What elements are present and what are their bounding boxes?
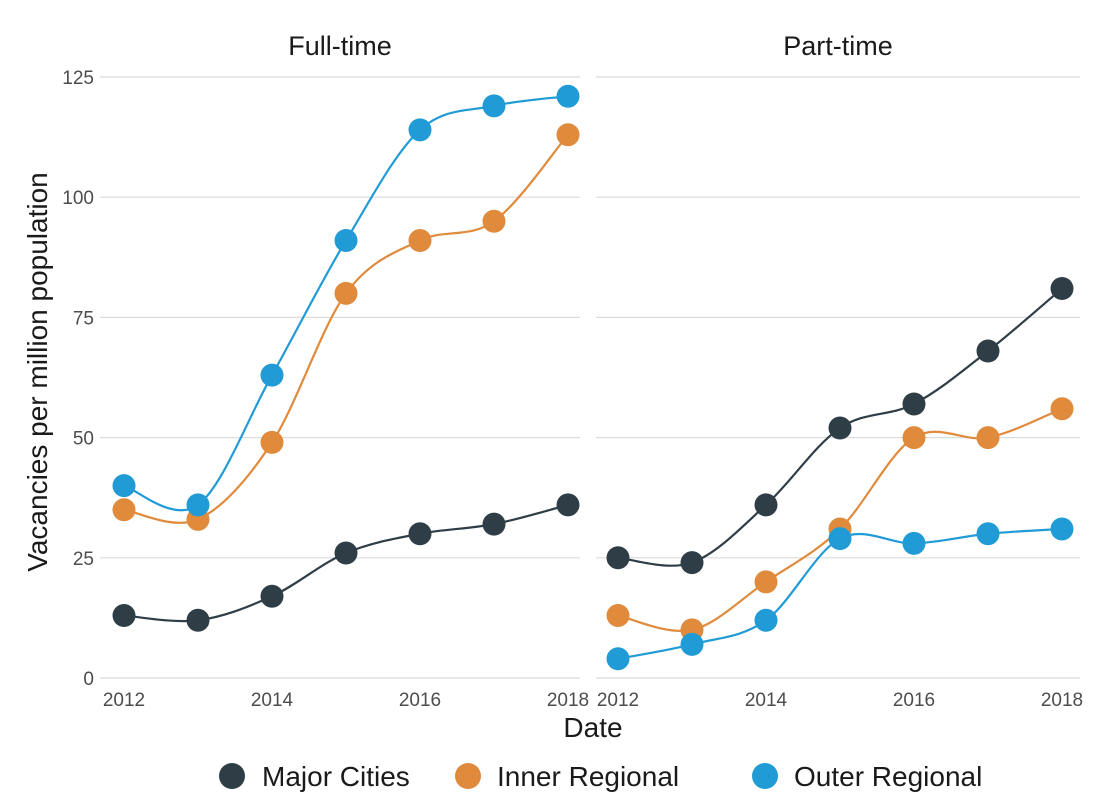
legend-label-major-cities: Major Cities [262,761,410,792]
gridlines [100,76,1080,679]
part-time-point-major-cities-2018 [1050,277,1074,301]
part-time-point-outer-regional-2018 [1050,517,1074,541]
part-time-x-tick-label-2018: 2018 [1041,690,1083,711]
y-tick-label-75: 75 [73,308,94,329]
full-time-line-inner-regional [123,133,569,524]
full-time-point-major-cities-2018 [556,493,580,517]
full-time-x-tick-label-2018: 2018 [547,690,589,711]
full-time-point-inner-regional-2012 [112,498,136,522]
chart-labels: Full-time 2012 2014 2016 2018 Part-time 2012 20… [22,31,1083,743]
part-time-point-major-cities-2016 [902,392,926,416]
full-time-point-outer-regional-2017 [482,94,506,118]
full-time-point-outer-regional-2014 [260,363,284,387]
y-tick-label-100: 100 [62,188,94,209]
full-time-point-inner-regional-2017 [482,209,506,233]
part-time-x-tick-label-2016: 2016 [893,690,935,711]
part-time-point-major-cities-2014 [754,493,778,517]
full-time-point-outer-regional-2013 [186,493,210,517]
legend-label-inner-regional: Inner Regional [497,761,679,792]
part-time-point-major-cities-2015 [828,416,852,440]
part-time-point-outer-regional-2015 [828,527,852,551]
y-tick-label-50: 50 [73,429,94,450]
legend-key-inner-regional [455,763,481,789]
full-time-point-major-cities-2017 [482,512,506,536]
panel-title-part-time: Part-time [783,31,893,61]
part-time-point-major-cities-2012 [606,546,630,570]
part-time-point-outer-regional-2012 [606,647,630,671]
y-tick-label-125: 125 [62,68,94,89]
full-time-point-outer-regional-2015 [334,228,358,252]
part-time-x-tick-label-2014: 2014 [745,690,788,711]
full-time-point-inner-regional-2014 [260,430,284,454]
part-time-x-tick-label-2012: 2012 [597,690,639,711]
y-tick-label-25: 25 [73,549,94,570]
legend-key-major-cities [219,763,245,789]
series-points [112,84,1074,671]
full-time-x-tick-label-2012: 2012 [103,690,145,711]
legend-label-outer-regional: Outer Regional [794,761,982,792]
y-tick-label-0: 0 [83,669,94,690]
full-time-point-outer-regional-2016 [408,118,432,142]
full-time-point-outer-regional-2012 [112,474,136,498]
part-time-point-outer-regional-2013 [680,632,704,656]
part-time-point-outer-regional-2014 [754,608,778,632]
x-axis-title: Date [563,712,622,743]
full-time-point-outer-regional-2018 [556,84,580,108]
full-time-point-inner-regional-2015 [334,281,358,305]
part-time-point-inner-regional-2017 [976,426,1000,450]
part-time-point-inner-regional-2016 [902,426,926,450]
full-time-point-inner-regional-2016 [408,228,432,252]
part-time-point-inner-regional-2018 [1050,397,1074,421]
part-time-point-major-cities-2017 [976,339,1000,363]
full-time-point-major-cities-2012 [112,604,136,627]
legend: Major Cities Inner Regional Outer Regional [219,761,982,792]
part-time-point-outer-regional-2017 [976,522,1000,546]
full-time-x-tick-label-2016: 2016 [399,690,441,711]
legend-key-outer-regional [752,763,778,789]
full-time-point-inner-regional-2018 [556,123,580,147]
part-time-point-inner-regional-2012 [606,604,630,627]
part-time-point-inner-regional-2014 [754,570,778,594]
full-time-point-major-cities-2015 [334,541,358,565]
full-time-point-major-cities-2016 [408,522,432,546]
panel-title-full-time: Full-time [288,31,392,61]
full-time-point-major-cities-2014 [260,584,284,608]
part-time-point-major-cities-2013 [680,551,704,575]
full-time-x-tick-label-2014: 2014 [251,690,294,711]
full-time-point-major-cities-2013 [186,608,210,632]
part-time-point-outer-regional-2016 [902,531,926,555]
y-axis-title: Vacancies per million population [22,172,53,572]
